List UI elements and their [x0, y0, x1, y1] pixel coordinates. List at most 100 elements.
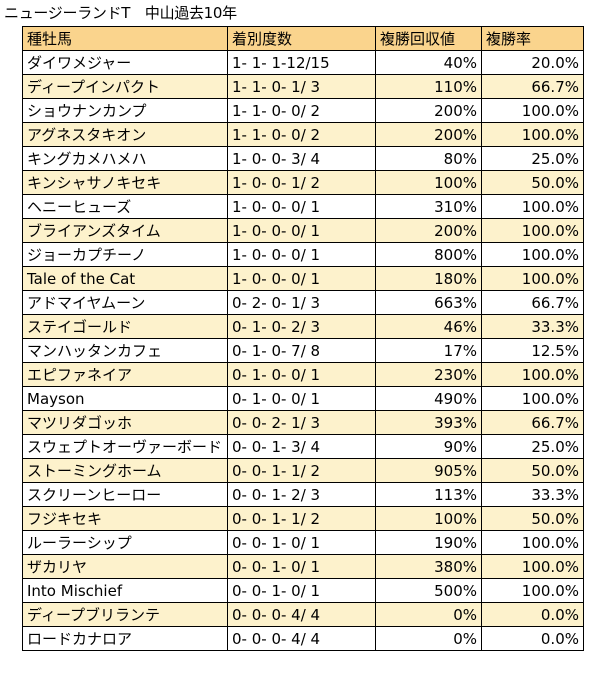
cell-place-rate: 33.3% [481, 314, 584, 339]
cell-place-return: 80% [375, 146, 482, 171]
cell-sire: エピファネイア [22, 362, 228, 387]
cell-place-return: 230% [375, 362, 482, 387]
cell-place-rate: 50.0% [481, 170, 584, 195]
cell-place-return: 190% [375, 530, 482, 555]
cell-place-rate: 66.7% [481, 410, 584, 435]
cell-results: 0- 1- 0- 2/ 3 [227, 314, 376, 339]
cell-place-rate: 100.0% [481, 122, 584, 147]
cell-place-return: 110% [375, 74, 482, 99]
cell-place-return: 0% [375, 602, 482, 627]
cell-results: 1- 0- 0- 3/ 4 [227, 146, 376, 171]
table-row: ダイワメジャー 1- 1- 1-12/15 40% 20.0% [22, 50, 584, 75]
table-row: キンシャサノキセキ 1- 0- 0- 1/ 2 100% 50.0% [22, 170, 584, 195]
cell-sire: ルーラーシップ [22, 530, 228, 555]
cell-sire: ザカリヤ [22, 554, 228, 579]
table-row: キングカメハメハ 1- 0- 0- 3/ 4 80% 25.0% [22, 146, 584, 171]
table-row: マンハッタンカフェ 0- 1- 0- 7/ 8 17% 12.5% [22, 338, 584, 363]
table-row: ステイゴールド 0- 1- 0- 2/ 3 46% 33.3% [22, 314, 584, 339]
cell-results: 0- 0- 0- 4/ 4 [227, 626, 376, 651]
cell-place-rate: 100.0% [481, 530, 584, 555]
cell-sire: ロードカナロア [22, 626, 228, 651]
cell-results: 1- 0- 0- 1/ 2 [227, 170, 376, 195]
cell-results: 1- 0- 0- 0/ 1 [227, 266, 376, 291]
cell-sire: ディープブリランテ [22, 602, 228, 627]
cell-sire: Mayson [22, 386, 228, 411]
table-header-row: 種牡馬 着別度数 複勝回収値 複勝率 [22, 26, 584, 51]
cell-place-return: 490% [375, 386, 482, 411]
cell-place-return: 905% [375, 458, 482, 483]
table-row: ロードカナロア 0- 0- 0- 4/ 4 0% 0.0% [22, 626, 584, 651]
cell-place-return: 113% [375, 482, 482, 507]
table-row: フジキセキ 0- 0- 1- 1/ 2 100% 50.0% [22, 506, 584, 531]
cell-place-return: 40% [375, 50, 482, 75]
cell-results: 1- 1- 1-12/15 [227, 50, 376, 75]
cell-results: 1- 1- 0- 1/ 3 [227, 74, 376, 99]
cell-place-rate: 100.0% [481, 362, 584, 387]
header-place-rate: 複勝率 [481, 26, 584, 51]
cell-sire: スクリーンヒーロー [22, 482, 228, 507]
table-row: アグネスタキオン 1- 1- 0- 0/ 2 200% 100.0% [22, 122, 584, 147]
cell-sire: マツリダゴッホ [22, 410, 228, 435]
table-row: ヘニーヒューズ 1- 0- 0- 0/ 1 310% 100.0% [22, 194, 584, 219]
cell-sire: ディープインパクト [22, 74, 228, 99]
cell-sire: ヘニーヒューズ [22, 194, 228, 219]
cell-place-return: 0% [375, 626, 482, 651]
cell-place-rate: 100.0% [481, 98, 584, 123]
cell-results: 0- 0- 1- 2/ 3 [227, 482, 376, 507]
cell-place-rate: 100.0% [481, 266, 584, 291]
table-row: ストーミングホーム 0- 0- 1- 1/ 2 905% 50.0% [22, 458, 584, 483]
cell-results: 0- 0- 1- 3/ 4 [227, 434, 376, 459]
cell-place-rate: 66.7% [481, 74, 584, 99]
cell-place-rate: 0.0% [481, 602, 584, 627]
cell-sire: アグネスタキオン [22, 122, 228, 147]
cell-place-return: 310% [375, 194, 482, 219]
sire-stats-table: 種牡馬 着別度数 複勝回収値 複勝率 ダイワメジャー 1- 1- 1-12/15 4… [22, 26, 584, 651]
cell-results: 0- 2- 0- 1/ 3 [227, 290, 376, 315]
table-row: Mayson 0- 1- 0- 0/ 1 490% 100.0% [22, 386, 584, 411]
cell-place-return: 663% [375, 290, 482, 315]
cell-results: 0- 1- 0- 7/ 8 [227, 338, 376, 363]
cell-results: 0- 0- 1- 1/ 2 [227, 458, 376, 483]
table-row: ザカリヤ 0- 0- 1- 0/ 1 380% 100.0% [22, 554, 584, 579]
table-row: マツリダゴッホ 0- 0- 2- 1/ 3 393% 66.7% [22, 410, 584, 435]
cell-place-return: 180% [375, 266, 482, 291]
cell-results: 1- 1- 0- 0/ 2 [227, 122, 376, 147]
cell-results: 0- 0- 2- 1/ 3 [227, 410, 376, 435]
table-row: ディープブリランテ 0- 0- 0- 4/ 4 0% 0.0% [22, 602, 584, 627]
table-row: ルーラーシップ 0- 0- 1- 0/ 1 190% 100.0% [22, 530, 584, 555]
cell-place-return: 17% [375, 338, 482, 363]
cell-place-rate: 100.0% [481, 242, 584, 267]
cell-place-rate: 66.7% [481, 290, 584, 315]
table-body: ダイワメジャー 1- 1- 1-12/15 40% 20.0% ディープインパクト 1- … [22, 50, 584, 651]
cell-place-return: 200% [375, 98, 482, 123]
cell-sire: ステイゴールド [22, 314, 228, 339]
cell-place-rate: 12.5% [481, 338, 584, 363]
cell-place-return: 800% [375, 242, 482, 267]
cell-place-return: 90% [375, 434, 482, 459]
cell-sire: スウェプトオーヴァーボード [22, 434, 228, 459]
table-title: ニュージーランドT 中山過去10年 [4, 4, 237, 22]
cell-results: 0- 0- 1- 1/ 2 [227, 506, 376, 531]
cell-place-rate: 100.0% [481, 194, 584, 219]
cell-results: 0- 0- 1- 0/ 1 [227, 554, 376, 579]
cell-sire: アドマイヤムーン [22, 290, 228, 315]
cell-sire: Into Mischief [22, 578, 228, 603]
cell-results: 0- 0- 0- 4/ 4 [227, 602, 376, 627]
cell-place-return: 200% [375, 218, 482, 243]
cell-place-return: 380% [375, 554, 482, 579]
cell-results: 0- 1- 0- 0/ 1 [227, 362, 376, 387]
header-results: 着別度数 [227, 26, 376, 51]
table-row: ジョーカプチーノ 1- 0- 0- 0/ 1 800% 100.0% [22, 242, 584, 267]
cell-place-rate: 20.0% [481, 50, 584, 75]
cell-place-rate: 33.3% [481, 482, 584, 507]
cell-place-rate: 50.0% [481, 506, 584, 531]
cell-results: 0- 0- 1- 0/ 1 [227, 578, 376, 603]
cell-place-rate: 25.0% [481, 434, 584, 459]
cell-results: 0- 1- 0- 0/ 1 [227, 386, 376, 411]
table-row: スウェプトオーヴァーボード 0- 0- 1- 3/ 4 90% 25.0% [22, 434, 584, 459]
table-row: ショウナンカンプ 1- 1- 0- 0/ 2 200% 100.0% [22, 98, 584, 123]
cell-sire: Tale of the Cat [22, 266, 228, 291]
cell-place-rate: 100.0% [481, 578, 584, 603]
cell-results: 0- 0- 1- 0/ 1 [227, 530, 376, 555]
cell-place-rate: 100.0% [481, 554, 584, 579]
